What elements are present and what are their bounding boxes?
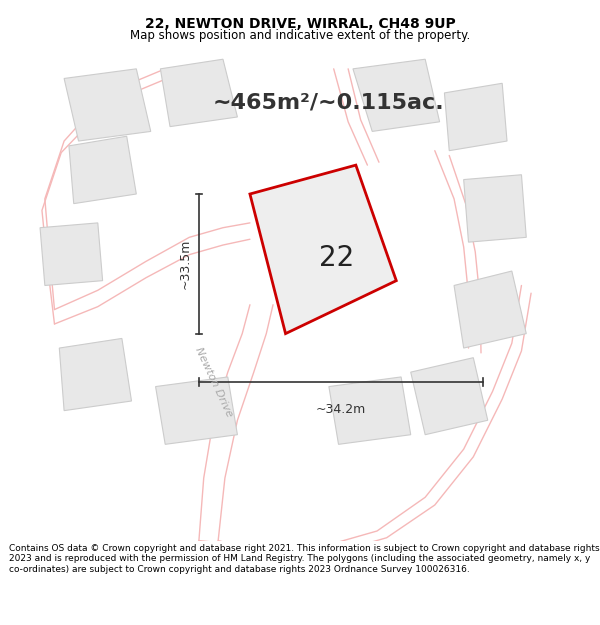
Polygon shape (59, 338, 131, 411)
Text: ~465m²/~0.115ac.: ~465m²/~0.115ac. (213, 92, 445, 112)
Polygon shape (353, 59, 440, 131)
Text: ~33.5m: ~33.5m (178, 239, 191, 289)
Polygon shape (69, 136, 136, 204)
Polygon shape (445, 83, 507, 151)
Polygon shape (411, 357, 488, 435)
Text: 22, NEWTON DRIVE, WIRRAL, CH48 9UP: 22, NEWTON DRIVE, WIRRAL, CH48 9UP (145, 17, 455, 31)
Polygon shape (40, 223, 103, 286)
Polygon shape (64, 69, 151, 141)
Polygon shape (464, 175, 526, 242)
Text: ~34.2m: ~34.2m (316, 403, 366, 416)
Text: Contains OS data © Crown copyright and database right 2021. This information is : Contains OS data © Crown copyright and d… (9, 544, 599, 574)
Polygon shape (155, 377, 238, 444)
Text: 22: 22 (319, 244, 354, 272)
Text: Map shows position and indicative extent of the property.: Map shows position and indicative extent… (130, 29, 470, 42)
Text: Newton Drive: Newton Drive (193, 345, 234, 418)
Polygon shape (329, 377, 411, 444)
Polygon shape (250, 165, 396, 334)
Polygon shape (454, 271, 526, 348)
Polygon shape (160, 59, 238, 127)
